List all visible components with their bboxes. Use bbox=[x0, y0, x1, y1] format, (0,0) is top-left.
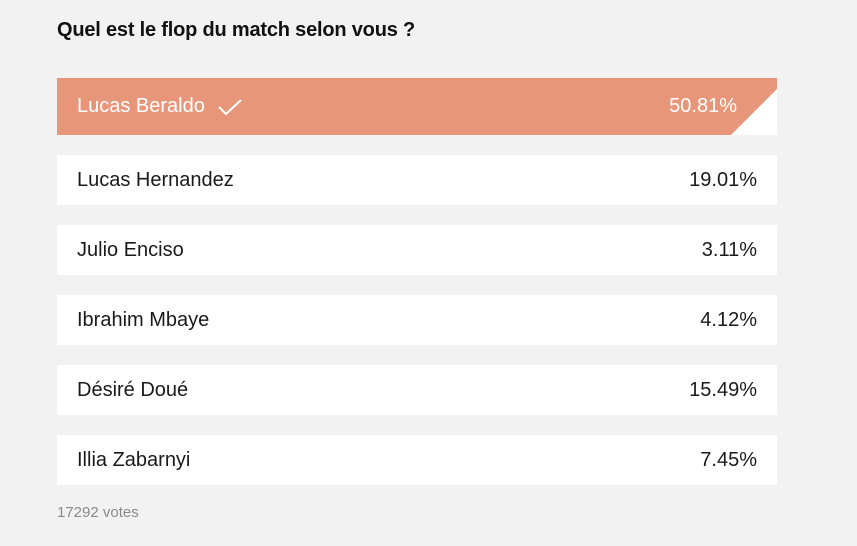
poll-option-illia-zabarnyi[interactable]: Illia Zabarnyi 7.45% bbox=[57, 435, 777, 485]
poll-option-percent: 4.12% bbox=[700, 308, 757, 331]
poll-option-lucas-beraldo[interactable]: Lucas Beraldo 50.81% bbox=[57, 78, 777, 135]
poll-option-label: Lucas Beraldo bbox=[77, 95, 205, 117]
poll-option-label: Lucas Hernandez bbox=[77, 168, 234, 191]
poll-option-label: Ibrahim Mbaye bbox=[77, 308, 210, 331]
poll-option-percent: 7.45% bbox=[700, 448, 757, 471]
poll-option-desire-doue[interactable]: Désiré Doué 15.49% bbox=[57, 365, 777, 415]
poll-option-julio-enciso[interactable]: Julio Enciso 3.11% bbox=[57, 225, 777, 275]
poll-option-ibrahim-mbaye[interactable]: Ibrahim Mbaye 4.12% bbox=[57, 295, 777, 345]
poll-question: Quel est le flop du match selon vous ? bbox=[57, 19, 416, 41]
poll-options: Lucas Beraldo 50.81% Lucas Hernandez 19.… bbox=[57, 78, 777, 505]
poll-option-percent: 19.01% bbox=[689, 168, 757, 191]
selected-corner-marker bbox=[731, 89, 777, 135]
poll-option-label: Julio Enciso bbox=[77, 238, 184, 261]
vote-count: 17292 votes bbox=[57, 504, 139, 521]
poll-option-percent: 50.81% bbox=[669, 95, 737, 117]
poll-option-label: Désiré Doué bbox=[77, 378, 189, 401]
poll-option-lucas-hernandez[interactable]: Lucas Hernandez 19.01% bbox=[57, 155, 777, 205]
poll-option-percent: 15.49% bbox=[689, 378, 757, 401]
poll-option-percent: 3.11% bbox=[701, 238, 757, 261]
poll-option-label: Illia Zabarnyi bbox=[77, 448, 191, 471]
checkmark-icon bbox=[218, 98, 242, 115]
